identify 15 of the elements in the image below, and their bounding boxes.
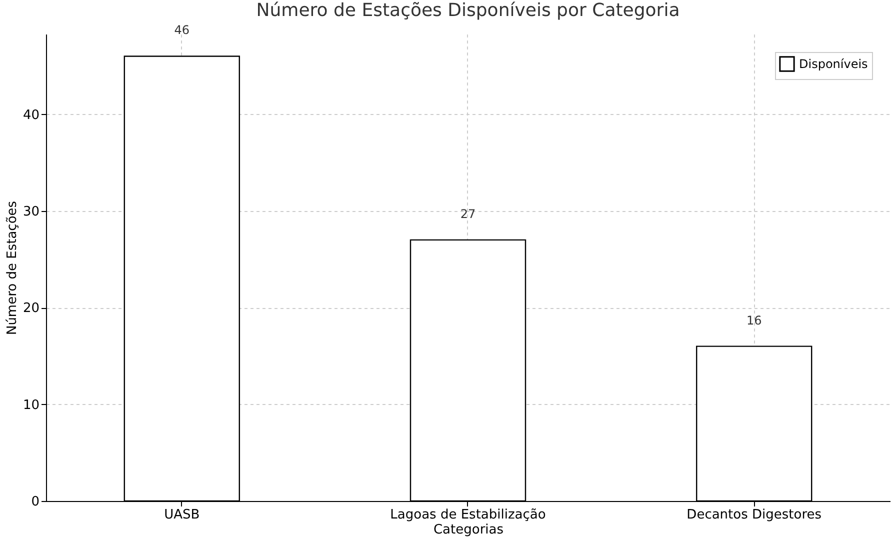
- x-axis-title: Categorias: [433, 522, 504, 538]
- y-tick-label: 30: [22, 204, 40, 220]
- x-tick-label: Decantos Digestores: [686, 508, 822, 522]
- data-label: 16: [746, 313, 762, 328]
- y-tick-label: 10: [22, 398, 40, 413]
- y-axis-title: Número de Estações: [4, 200, 20, 336]
- y-tick-label: 0: [31, 494, 40, 510]
- x-tick-label: UASB: [164, 508, 200, 522]
- y-tick-label: 40: [22, 108, 40, 123]
- y-tick-label: 20: [22, 301, 40, 316]
- chart-title: Número de Estações Disponíveis por Categoria: [256, 0, 680, 22]
- legend-label: Disponíveis: [799, 57, 868, 71]
- x-tick-label: Lagoas de Estabilização: [390, 508, 546, 522]
- data-label: 46: [174, 23, 190, 38]
- data-label: 27: [460, 206, 476, 221]
